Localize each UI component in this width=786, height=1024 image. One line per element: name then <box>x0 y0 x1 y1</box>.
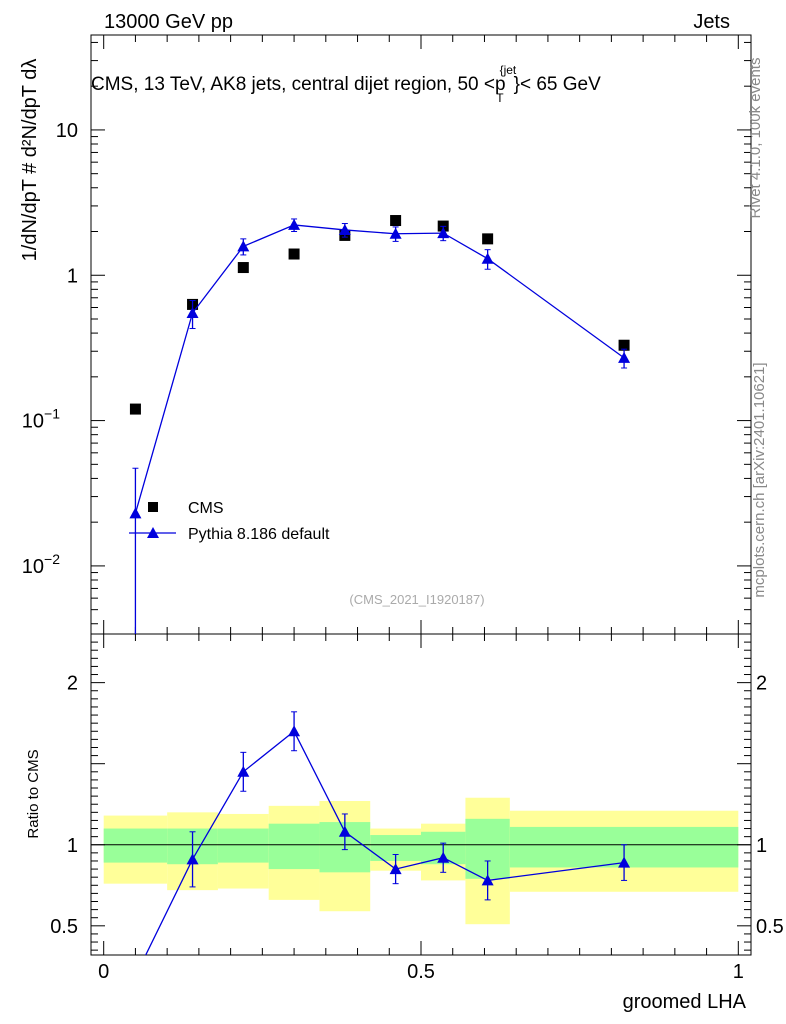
svg-text:1/dN/dpT # d²N/dpT dλ: 1/dN/dpT # d²N/dpT dλ <box>19 59 41 262</box>
y-tick-label-lower: 0.5 <box>50 916 78 938</box>
mc-point-upper <box>618 351 631 363</box>
y-tick-label-lower-right: 0.5 <box>756 916 784 938</box>
legend-mc-marker <box>147 527 159 538</box>
ratio-ylabel: Ratio to CMS <box>25 749 42 838</box>
legend-cms-label: CMS <box>188 500 224 517</box>
x-tick-label: 0.5 <box>407 961 435 983</box>
mc-line-upper <box>134 224 625 514</box>
x-tick-label: 1 <box>733 961 744 983</box>
mc-point-ratio <box>389 863 402 875</box>
y-tick-label-upper: 10 <box>56 120 78 142</box>
mc-point-ratio <box>618 856 631 868</box>
ratio-band-inner <box>268 823 320 870</box>
x-tick-label: 0 <box>98 961 109 983</box>
mc-point-upper <box>437 227 450 239</box>
mc-point-ratio <box>237 765 250 777</box>
mc-point-upper <box>237 240 250 252</box>
mc-point-ratio <box>186 853 199 865</box>
y-tick-label-upper: 1 <box>67 265 78 287</box>
rivet-label: Rivet 4.1.0, 100k events <box>747 58 764 219</box>
main-ylabel: 1/dN/dpT # d²N/dpT dλ <box>19 59 41 262</box>
y-tick-label-lower: 1 <box>67 835 78 857</box>
mc-point-upper <box>288 218 301 230</box>
ratio-bands <box>103 797 739 925</box>
analysis-watermark: (CMS_2021_I1920187) <box>349 592 484 607</box>
legend-mc-label: Pythia 8.186 default <box>188 526 330 543</box>
mc-point-ratio <box>481 874 494 886</box>
data-point-cms <box>390 215 402 227</box>
y-tick-label-upper: 10−1 <box>22 406 60 433</box>
mc-point-ratio <box>338 825 351 837</box>
data-point-cms <box>237 262 249 274</box>
mcplots-label: mcplots.cern.ch [arXiv:2401.10621] <box>751 362 768 597</box>
data-point-cms <box>482 233 494 245</box>
legend: CMS Pythia 8.186 default <box>129 500 330 543</box>
data-point-cms <box>618 339 630 351</box>
ratio-band-inner <box>103 828 168 863</box>
legend-cms-marker <box>148 502 158 512</box>
y-tick-label-lower: 2 <box>67 673 78 695</box>
header-category: Jets <box>693 11 730 33</box>
mc-point-ratio <box>437 851 450 863</box>
data-point-cms <box>288 248 300 260</box>
data-point-cms <box>129 403 141 415</box>
mc-point-upper <box>481 252 494 264</box>
mc-point-upper <box>389 227 402 239</box>
y-tick-label-lower-right: 1 <box>756 835 767 857</box>
mc-point-ratio <box>288 725 301 737</box>
mc-point-upper <box>129 507 142 519</box>
xlabel: groomed LHA <box>623 991 747 1013</box>
main-plot-frame <box>90 34 752 635</box>
ratio-band-inner <box>217 828 269 863</box>
y-tick-label-upper: 10−2 <box>22 551 60 578</box>
mc-point-upper <box>186 306 199 318</box>
ratio-plot-frame <box>90 633 752 956</box>
plot-title: CMS, 13 TeV, AK8 jets, central dijet reg… <box>91 63 601 105</box>
y-tick-label-lower-right: 2 <box>756 673 767 695</box>
header-energy: 13000 GeV pp <box>104 11 233 33</box>
mc-point-upper <box>338 223 351 235</box>
